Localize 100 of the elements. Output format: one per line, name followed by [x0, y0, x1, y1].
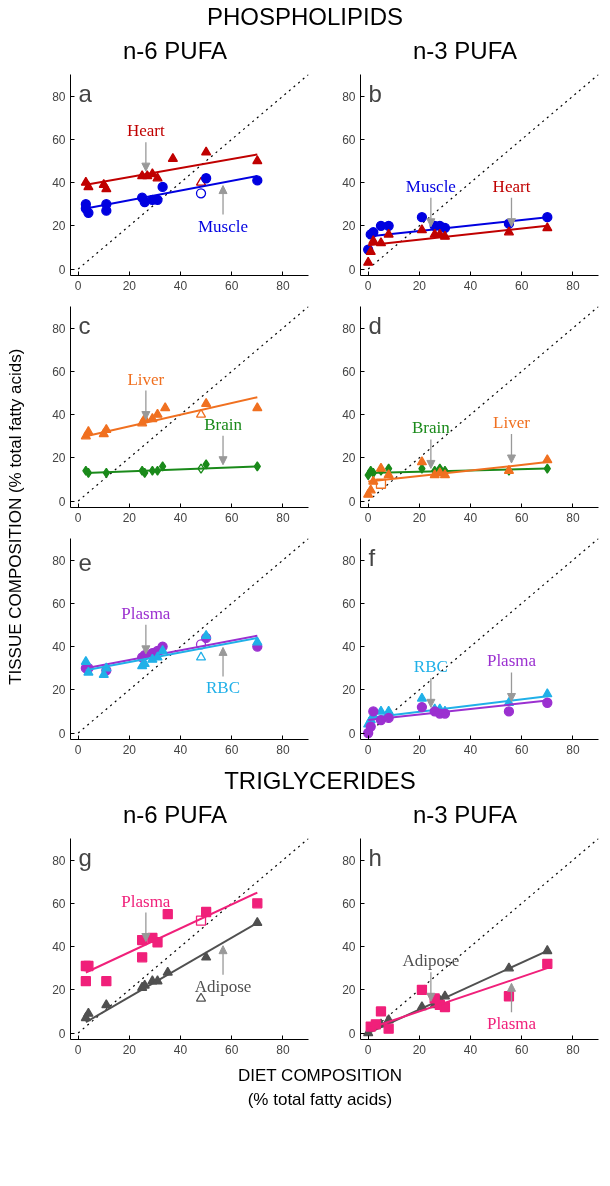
y-tick-label: 20: [342, 683, 356, 698]
series-label: Plasma: [121, 603, 171, 623]
y-tick-label: 80: [342, 89, 356, 104]
series-label: Liver: [493, 413, 531, 432]
x-tick-label: 60: [515, 510, 529, 525]
y-tick-label: 40: [342, 176, 356, 191]
x-tick-label: 40: [463, 278, 478, 293]
x-tick-label: 40: [173, 742, 188, 757]
x-tick-label: 20: [412, 278, 427, 293]
chart-title: d: [368, 311, 382, 339]
x-tick-label: 60: [225, 1042, 239, 1057]
x-tick-label: 40: [463, 510, 478, 525]
y-tick-label: 0: [348, 262, 356, 277]
x-tick-label: 0: [364, 278, 372, 293]
y-tick-label: 40: [52, 176, 66, 191]
y-tick-label: 0: [348, 494, 356, 509]
x-axis-title: DIET COMPOSITION (% total fatty acids): [237, 1065, 403, 1112]
y-tick-label: 60: [342, 896, 356, 911]
x-tick-label: 60: [225, 278, 239, 293]
x-tick-label: 40: [463, 742, 478, 757]
y-tick-label: 0: [58, 262, 66, 277]
y-tick-label: 0: [348, 726, 356, 741]
x-tick-label: 40: [463, 1042, 478, 1057]
series-label: Adipose: [194, 976, 252, 996]
y-tick-label: 80: [342, 553, 356, 568]
x-tick-label: 20: [412, 1042, 427, 1057]
x-tick-label: 0: [74, 742, 82, 757]
y-tick-label: 60: [52, 896, 66, 911]
y-tick-label: 40: [342, 940, 356, 955]
x-tick-label: 0: [364, 742, 372, 757]
series-label: Liver: [127, 369, 165, 389]
y-tick-label: 20: [52, 451, 66, 466]
series-label: Heart: [492, 176, 531, 196]
y-tick-label: 60: [52, 596, 66, 611]
x-tick-label: 0: [74, 278, 82, 293]
y-tick-label: 20: [52, 983, 66, 998]
chart-title: h: [368, 843, 382, 871]
y-tick-label: 80: [52, 89, 66, 104]
y-tick-label: 20: [342, 219, 356, 234]
y-tick-label: 60: [342, 364, 356, 379]
series-label: Muscle: [405, 176, 456, 196]
chart-title: e: [78, 548, 92, 576]
x-tick-label: 60: [225, 742, 239, 757]
chart-subtitle: n-6 PUFA: [122, 36, 228, 66]
chart-title: g: [78, 843, 92, 871]
y-tick-label: 80: [52, 853, 66, 868]
y-tick-label: 20: [52, 683, 66, 698]
series-label: Plasma: [486, 1014, 537, 1034]
x-tick-label: 80: [276, 278, 290, 293]
x-tick-label: 60: [225, 510, 239, 525]
y-tick-label: 0: [58, 726, 66, 741]
x-tick-label: 80: [566, 278, 580, 293]
x-tick-label: 80: [276, 510, 290, 525]
x-tick-label: 60: [515, 1042, 529, 1057]
y-tick-label: 0: [348, 1026, 356, 1041]
series-label: Brain: [411, 418, 451, 438]
series-label: Brain: [204, 414, 243, 434]
y-tick-label: 80: [52, 553, 66, 568]
text: PHOSPHOLIPIDS: [206, 2, 404, 32]
y-tick-label: 40: [342, 408, 356, 423]
series-label: Muscle: [198, 216, 249, 236]
x-tick-label: 40: [173, 278, 188, 293]
text: TRIGLYCERIDES: [224, 766, 416, 796]
x-tick-label: 80: [566, 510, 580, 525]
x-tick-label: 0: [74, 1042, 82, 1057]
series-label: Plasma: [121, 891, 171, 911]
text: RBC: [206, 678, 241, 698]
x-tick-label: 0: [74, 510, 82, 525]
chart-title: a: [78, 79, 93, 107]
x-tick-label: 0: [364, 1042, 372, 1057]
chart-subtitle: n-6 PUFA: [122, 800, 228, 830]
series-label: Adipose: [402, 951, 460, 971]
series-label: Heart: [126, 121, 166, 141]
y-tick-label: 40: [342, 640, 356, 655]
x-tick-label: 20: [412, 510, 427, 525]
y-tick-label: 80: [342, 321, 356, 336]
y-tick-label: 0: [58, 494, 66, 509]
x-tick-label: 0: [364, 510, 372, 525]
x-tick-label: 60: [515, 278, 529, 293]
x-tick-label: 40: [173, 510, 188, 525]
y-tick-label: 60: [52, 132, 66, 147]
x-tick-label: 40: [173, 1042, 188, 1057]
x-tick-label: 20: [122, 278, 137, 293]
y-tick-label: 60: [52, 364, 66, 379]
y-tick-label: 0: [58, 1026, 66, 1041]
x-tick-label: 20: [122, 742, 137, 757]
y-tick-label: 60: [342, 132, 356, 147]
x-tick-label: 20: [412, 742, 427, 757]
y-tick-label: 40: [52, 408, 66, 423]
chart-subtitle: n-3 PUFA: [412, 800, 518, 830]
y-tick-label: 60: [342, 596, 356, 611]
series-label: RBC: [413, 657, 448, 677]
chart-title: f: [368, 543, 376, 571]
y-tick-label: 40: [52, 640, 66, 655]
y-tick-label: 80: [342, 853, 356, 868]
x-tick-label: 20: [122, 510, 137, 525]
y-tick-label: 20: [52, 219, 66, 234]
chart-subtitle: n-3 PUFA: [412, 36, 518, 66]
y-tick-label: 20: [342, 451, 356, 466]
series-label: Plasma: [486, 651, 537, 671]
